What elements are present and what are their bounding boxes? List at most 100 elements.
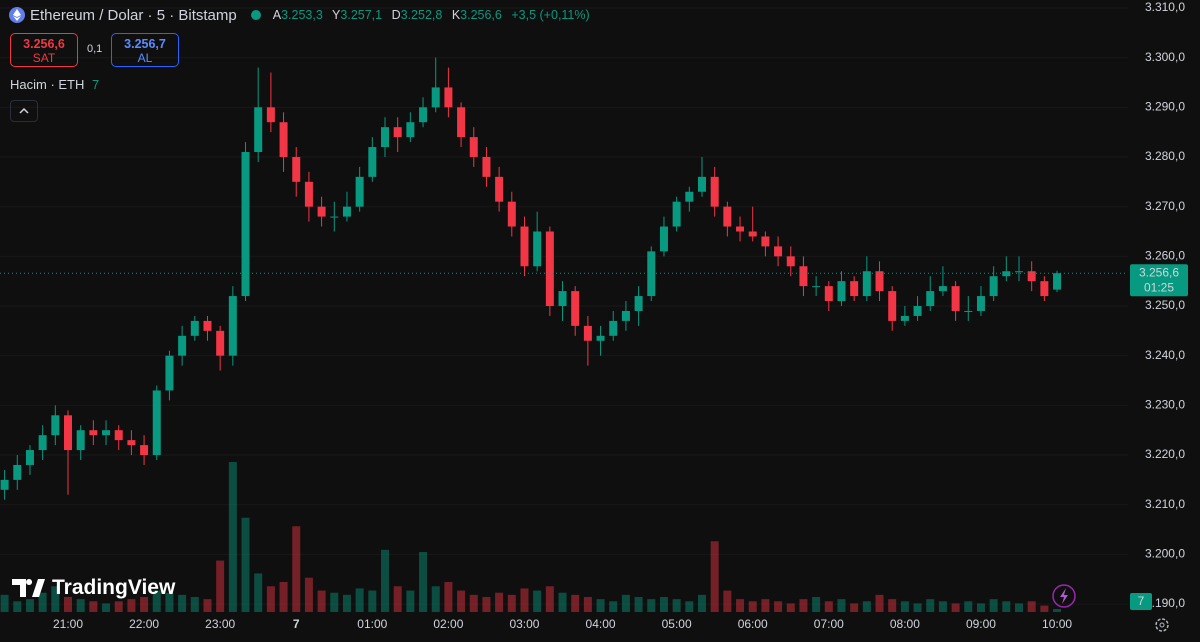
- volume-bar: [342, 594, 351, 612]
- x-tick-label: 09:00: [966, 617, 996, 631]
- candle-body: [926, 291, 935, 307]
- candle-body: [583, 325, 592, 341]
- candle-body: [216, 330, 225, 356]
- candle-body: [469, 137, 478, 157]
- volume-bar: [279, 582, 288, 612]
- candle-body: [431, 87, 440, 108]
- candle-body: [406, 122, 415, 138]
- candle-body: [850, 281, 859, 297]
- volume-bar: [216, 560, 225, 612]
- candle-body: [989, 276, 998, 297]
- candle-body: [254, 107, 263, 153]
- volume-bar: [736, 599, 745, 612]
- volume-bar: [850, 603, 859, 612]
- candle-body: [419, 107, 428, 123]
- candle-body: [279, 122, 288, 157]
- volume-bar: [368, 590, 377, 612]
- candle-body: [51, 415, 60, 436]
- volume-legend: Hacim · ETH 7: [10, 77, 99, 92]
- volume-bar: [330, 592, 339, 612]
- volume-bar: [672, 599, 681, 612]
- volume-bar: [786, 603, 795, 612]
- candle-body: [127, 440, 136, 446]
- gear-outer: [1155, 618, 1169, 632]
- logo[interactable]: TradingView: [12, 576, 175, 600]
- volume-bar: [254, 573, 263, 612]
- candle-body: [393, 127, 402, 138]
- symbol-title[interactable]: Ethereum / Dolar · 5 · Bitstamp: [30, 6, 237, 24]
- ohlc-value: 3.257,1: [340, 8, 383, 22]
- volume-bar: [571, 594, 580, 612]
- candle-body: [178, 335, 187, 356]
- candle-body: [381, 127, 389, 148]
- spread: 0,1: [87, 43, 103, 55]
- volume-bar: [292, 526, 301, 612]
- candle-body: [203, 320, 212, 331]
- candle-body: [495, 176, 504, 202]
- volume-bar: [862, 601, 871, 612]
- volume-bar: [355, 588, 364, 612]
- candle-body: [266, 107, 275, 123]
- candle-body: [736, 226, 745, 232]
- volume-bar: [419, 552, 428, 612]
- volume-bar: [989, 599, 998, 612]
- y-tick-label: 3.250,0: [1145, 298, 1185, 312]
- volume-bar: [13, 601, 22, 612]
- volume-bar: [583, 597, 592, 612]
- volume-bar: [824, 601, 833, 612]
- volume-bar: [76, 599, 85, 612]
- volume-bar: [1027, 601, 1036, 612]
- candle-body: [1015, 271, 1023, 273]
- candle-body: [533, 231, 542, 267]
- candle-body: [545, 231, 554, 307]
- volume-bar: [976, 603, 985, 612]
- ohlc-value: 3.253,3: [281, 8, 323, 22]
- candle-body: [76, 430, 85, 451]
- settings-button[interactable]: [1155, 618, 1169, 632]
- sell-button[interactable]: 3.256,6 SAT: [10, 33, 78, 67]
- volume-bar: [900, 601, 909, 612]
- price-tag-countdown: 01:25: [1144, 280, 1174, 294]
- candle-body: [913, 306, 922, 316]
- candle-body: [25, 450, 34, 465]
- volume-bar: [406, 590, 415, 612]
- volume-bar: [1002, 601, 1011, 612]
- change: +3,5 (+0,11%): [511, 8, 590, 22]
- volume-bar: [482, 597, 491, 612]
- buy-button[interactable]: 3.256,7 AL: [111, 33, 179, 67]
- candle-body: [875, 271, 884, 292]
- volume-bar: [659, 597, 668, 612]
- volume-bar: [685, 601, 694, 612]
- volume-bar: [114, 601, 123, 612]
- volume-bar: [1053, 609, 1062, 612]
- logo-text: TradingView: [52, 576, 176, 599]
- candle-body: [1053, 273, 1062, 290]
- volume-bar: [761, 599, 770, 612]
- candle-body: [774, 246, 783, 257]
- candle-body: [292, 156, 301, 182]
- x-tick-label: 08:00: [890, 617, 920, 631]
- y-tick-label: 3.200,0: [1145, 547, 1185, 561]
- volume-bar: [812, 597, 821, 612]
- candle-body: [114, 430, 123, 441]
- volume-bar: [507, 594, 516, 612]
- x-tick-label: 01:00: [357, 617, 387, 631]
- volume-bar: [102, 603, 111, 612]
- candle-body: [190, 320, 199, 336]
- volume-bar: [558, 592, 567, 612]
- candle-body: [609, 320, 618, 336]
- candle-body: [862, 271, 871, 297]
- candle-body: [647, 251, 656, 297]
- volume-bar: [165, 592, 174, 612]
- candle-body: [558, 291, 567, 307]
- y-tick-label: 3.270,0: [1145, 199, 1185, 213]
- lightning-icon: [1060, 588, 1068, 604]
- lightning-button[interactable]: [1052, 584, 1076, 608]
- candle-body: [38, 435, 47, 451]
- x-tick-label: 22:00: [129, 617, 159, 631]
- volume-bar: [710, 541, 719, 612]
- collapse-button[interactable]: [10, 100, 38, 122]
- candle-body: [140, 445, 149, 456]
